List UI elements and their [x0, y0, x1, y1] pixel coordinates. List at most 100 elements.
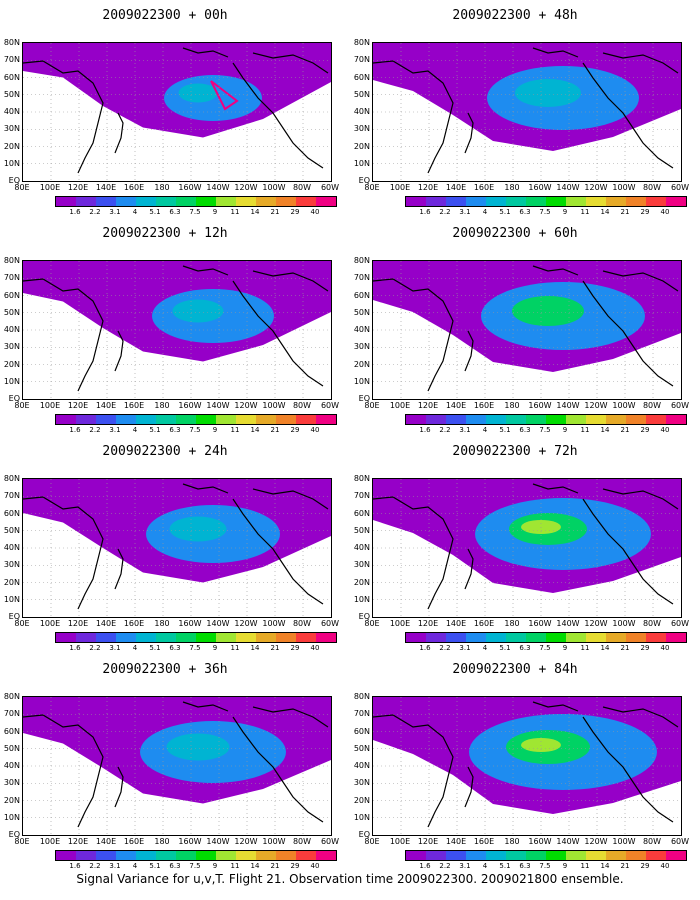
colorbar-swatch	[466, 851, 486, 860]
colorbar-swatch	[216, 851, 236, 860]
lat-label: 50N	[3, 307, 20, 317]
flight-track	[210, 80, 239, 111]
variance-region-high	[178, 83, 218, 103]
lat-label: 60N	[353, 290, 370, 300]
colorbar-label: 9	[562, 426, 568, 434]
colorbar-swatch	[256, 633, 276, 642]
lon-label: 100E	[389, 183, 411, 192]
colorbar-swatch	[116, 633, 136, 642]
lat-label: 50N	[353, 89, 370, 99]
colorbar-label: 4	[132, 644, 138, 652]
lon-label: 180	[504, 183, 520, 192]
colorbar-label: 40	[310, 208, 320, 216]
lon-label: 80W	[292, 401, 312, 410]
colorbar-label: 2.2	[89, 862, 101, 870]
lon-label: 160W	[528, 401, 552, 410]
coastline	[182, 265, 229, 276]
coastline	[582, 498, 674, 605]
variance-region-high	[166, 733, 230, 761]
coastline	[232, 716, 324, 823]
lon-label: 60W	[320, 401, 340, 410]
lon-label: 160E	[123, 401, 145, 410]
colorbar-swatch	[56, 633, 76, 642]
coastline	[602, 270, 679, 292]
colorbar-label: 1.6	[69, 208, 81, 216]
colorbar-swatch	[666, 197, 686, 206]
lat-label: 80N	[3, 474, 20, 483]
colorbar-label: 5.1	[499, 426, 511, 434]
colorbar-label: 40	[310, 426, 320, 434]
colorbar-label: 9	[212, 208, 218, 216]
lon-label: 180	[154, 619, 170, 628]
map-svg	[373, 261, 681, 399]
colorbar-swatch	[256, 197, 276, 206]
coastline	[582, 280, 674, 387]
colorbar-swatch	[56, 851, 76, 860]
coastline	[602, 488, 679, 510]
colorbar-swatch	[406, 197, 426, 206]
colorbar-label: 6.3	[169, 208, 181, 216]
lon-label: 120W	[584, 837, 608, 846]
colorbar-label: 6.3	[519, 644, 531, 652]
colorbar	[55, 196, 337, 207]
variance-map	[22, 696, 332, 836]
colorbar-label: 4	[482, 208, 488, 216]
lat-label: 70N	[353, 273, 370, 283]
colorbar-label: 4	[132, 862, 138, 870]
colorbar-swatch	[56, 197, 76, 206]
map-svg	[23, 261, 331, 399]
colorbar-label: 3.1	[109, 862, 121, 870]
lon-label: 100W	[612, 183, 636, 192]
lon-label: 140W	[556, 837, 580, 846]
colorbar-labels: 1.6 2.2 3.1 4 5.1 6.3 7.5 9 11 14 21 29 40	[55, 644, 319, 654]
colorbar-swatch	[316, 415, 336, 424]
colorbar-label: 7.5	[189, 208, 201, 216]
colorbar-label: 3.1	[459, 862, 471, 870]
colorbar-swatch	[196, 415, 216, 424]
lat-label: 60N	[3, 508, 20, 518]
lon-label: 120E	[67, 837, 89, 846]
colorbar-labels: 1.6 2.2 3.1 4 5.1 6.3 7.5 9 11 14 21 29 40	[405, 208, 669, 218]
coastline	[464, 112, 474, 154]
lon-label: 120W	[584, 401, 608, 410]
colorbar-swatch	[566, 633, 586, 642]
lon-label: 60W	[670, 619, 690, 628]
variance-map	[22, 260, 332, 400]
colorbar-swatch	[96, 415, 116, 424]
lon-label: 80E	[14, 183, 30, 192]
lon-label: 120E	[67, 401, 89, 410]
variance-region-high	[512, 296, 584, 326]
colorbar-swatch	[586, 851, 606, 860]
colorbar-swatch	[566, 197, 586, 206]
colorbar-swatch	[406, 415, 426, 424]
map-panel: 2009022300 + 84h 80N 70N 60N 50N 40N 30N 20N 10N…	[350, 654, 690, 874]
colorbar-swatch	[156, 851, 176, 860]
coastline	[373, 496, 454, 610]
colorbar-label: 40	[660, 426, 670, 434]
panel-title: 2009022300 + 72h	[452, 444, 578, 459]
lat-label: 40N	[353, 543, 370, 552]
colorbar-swatch	[626, 851, 646, 860]
colorbar-swatch	[586, 415, 606, 424]
colorbar-swatch	[566, 851, 586, 860]
variance-map	[22, 478, 332, 618]
colorbar-label: 7.5	[189, 644, 201, 652]
colorbar-label: 11	[230, 208, 240, 216]
lon-label: 80E	[364, 183, 380, 192]
colorbar-swatch	[156, 415, 176, 424]
lat-label: 10N	[353, 158, 370, 168]
variance-map	[372, 260, 682, 400]
colorbar-label: 7.5	[189, 862, 201, 870]
lat-label: 80N	[353, 474, 370, 483]
lat-label: 10N	[353, 376, 370, 386]
lat-label: 70N	[353, 709, 370, 719]
coastline	[23, 60, 104, 174]
colorbar-label: 9	[212, 862, 218, 870]
lon-label: 60W	[320, 183, 340, 192]
colorbar-swatch	[566, 415, 586, 424]
coastline	[114, 330, 124, 372]
lat-label: EQ	[8, 830, 20, 839]
map-svg	[23, 479, 331, 617]
colorbar-label: 14	[600, 426, 610, 434]
colorbar-label: 6.3	[519, 208, 531, 216]
